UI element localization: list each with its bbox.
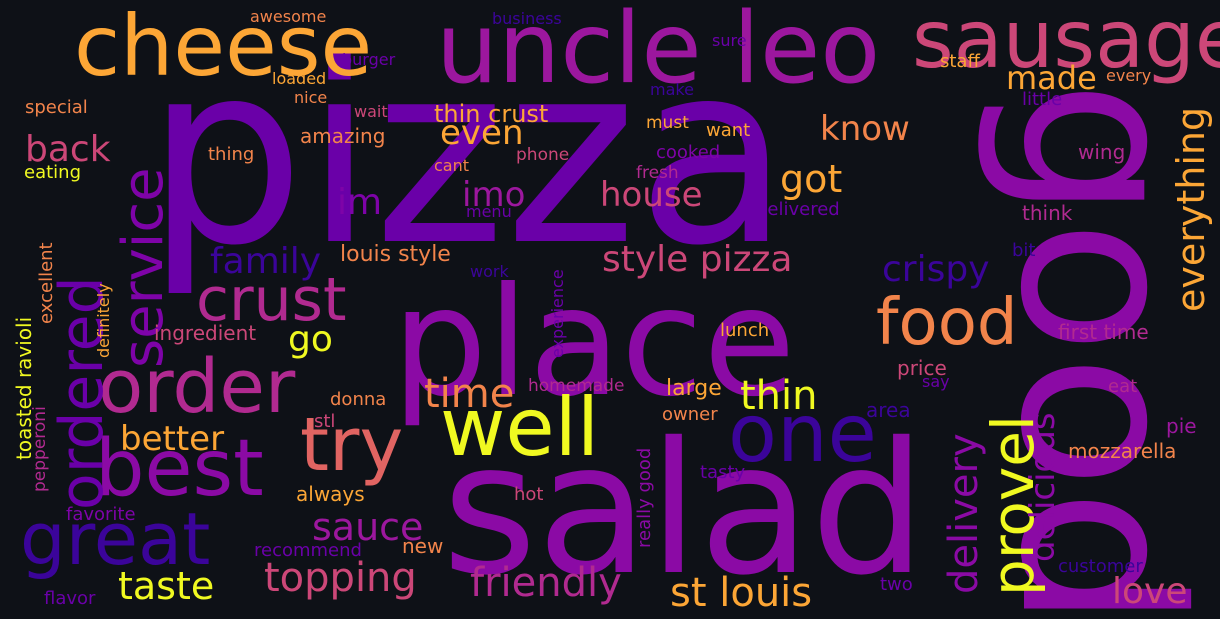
word-really-good: really good <box>634 447 655 548</box>
word-new: new <box>402 534 444 558</box>
word-love: love <box>1112 571 1188 612</box>
word-special: special <box>25 97 88 118</box>
word-back: back <box>25 129 111 170</box>
word-pizza: pizza <box>146 9 790 300</box>
word-pepperoni: pepperoni <box>30 406 50 492</box>
word-food: food <box>876 286 1018 360</box>
word-loaded: loaded <box>272 69 327 88</box>
word-think: think <box>1022 201 1073 225</box>
word-favorite: favorite <box>66 504 136 525</box>
word-best: best <box>95 424 264 514</box>
word-ingredient: ingredient <box>154 321 257 345</box>
word-wing: wing <box>1078 140 1126 164</box>
word-sausage: sausage <box>912 0 1220 86</box>
word-house: house <box>600 175 703 215</box>
word-experience: experience <box>548 269 567 358</box>
word-sure: sure <box>712 31 747 50</box>
word-donna: donna <box>330 389 387 410</box>
word-first-time: first time <box>1058 320 1149 344</box>
word-fresh: fresh <box>636 163 679 183</box>
word-eat: eat <box>1108 376 1138 397</box>
word-one: one <box>728 387 877 480</box>
word-even: even <box>440 113 524 153</box>
word-go: go <box>288 319 333 360</box>
word-want: want <box>706 120 751 141</box>
word-make: make <box>650 80 694 99</box>
word-work: work <box>470 262 509 281</box>
word-well: well <box>440 381 600 474</box>
word-place: place <box>392 256 796 430</box>
word-everything: everything <box>1169 106 1213 312</box>
word-staff: staff <box>940 51 980 72</box>
word-lunch: lunch <box>720 320 770 341</box>
word-awesome: awesome <box>250 7 327 26</box>
word-phone: phone <box>516 145 570 165</box>
word-bit: bit <box>1012 240 1036 261</box>
word-say: say <box>922 372 950 391</box>
word-crispy: crispy <box>882 249 990 290</box>
word-got: got <box>780 157 843 201</box>
word-better: better <box>120 419 225 459</box>
word-topping: topping <box>264 555 417 601</box>
word-business: business <box>492 9 562 28</box>
word-great: great <box>20 497 211 581</box>
word-wait: wait <box>354 102 388 121</box>
word-area: area <box>866 398 911 422</box>
word-tasty: tasty <box>700 462 746 483</box>
word-thing: thing <box>208 144 255 165</box>
word-uncle-leo: uncle leo <box>436 0 881 106</box>
word-pie: pie <box>1166 414 1197 438</box>
word-customer: customer <box>1058 556 1143 577</box>
word-taste: taste <box>118 564 215 608</box>
word-thin: thin <box>740 373 818 419</box>
word-burger: burger <box>342 50 396 69</box>
word-two: two <box>880 574 913 595</box>
word-every: every <box>1106 66 1152 85</box>
word-large: large <box>666 376 722 401</box>
word-must: must <box>646 113 689 133</box>
word-sauce: sauce <box>312 505 424 549</box>
word-little: little <box>1022 89 1063 110</box>
word-thin-crust: thin crust <box>434 100 549 128</box>
word-know: know <box>820 109 910 149</box>
word-hot: hot <box>514 484 544 505</box>
word-crust: crust <box>196 265 347 335</box>
word-delivery: delivery <box>941 433 987 594</box>
word-delicious: delicious <box>1023 412 1063 562</box>
word-flavor: flavor <box>44 588 96 609</box>
word-stl: stl <box>314 411 336 432</box>
word-louis-style: louis style <box>340 242 451 267</box>
word-im: im <box>337 182 383 223</box>
word-amazing: amazing <box>300 124 386 148</box>
word-nice: nice <box>294 88 328 107</box>
word-salad: salad <box>442 403 926 615</box>
word-made: made <box>1006 59 1097 97</box>
word-cooked: cooked <box>656 142 721 163</box>
word-delivered: delivered <box>756 199 840 220</box>
word-order: order <box>98 344 296 430</box>
word-mozzarella: mozzarella <box>1068 439 1177 463</box>
word-cheese: cheese <box>74 0 373 95</box>
word-style-pizza: style pizza <box>602 239 793 280</box>
word-menu: menu <box>466 202 512 221</box>
word-homemade: homemade <box>528 376 625 396</box>
word-st-louis: st louis <box>670 570 813 616</box>
word-owner: owner <box>662 404 718 425</box>
word-always: always <box>296 482 365 506</box>
word-recommend: recommend <box>254 540 362 561</box>
word-excellent: excellent <box>36 242 57 324</box>
word-family: family <box>210 241 322 282</box>
word-friendly: friendly <box>470 560 622 606</box>
word-price: price <box>897 356 947 380</box>
word-definitely: definitely <box>94 283 113 358</box>
word-cant: cant <box>434 156 470 175</box>
word-imo: imo <box>462 175 526 215</box>
word-try: try <box>300 402 404 488</box>
word-time: time <box>424 371 515 417</box>
word-eating: eating <box>24 162 81 183</box>
